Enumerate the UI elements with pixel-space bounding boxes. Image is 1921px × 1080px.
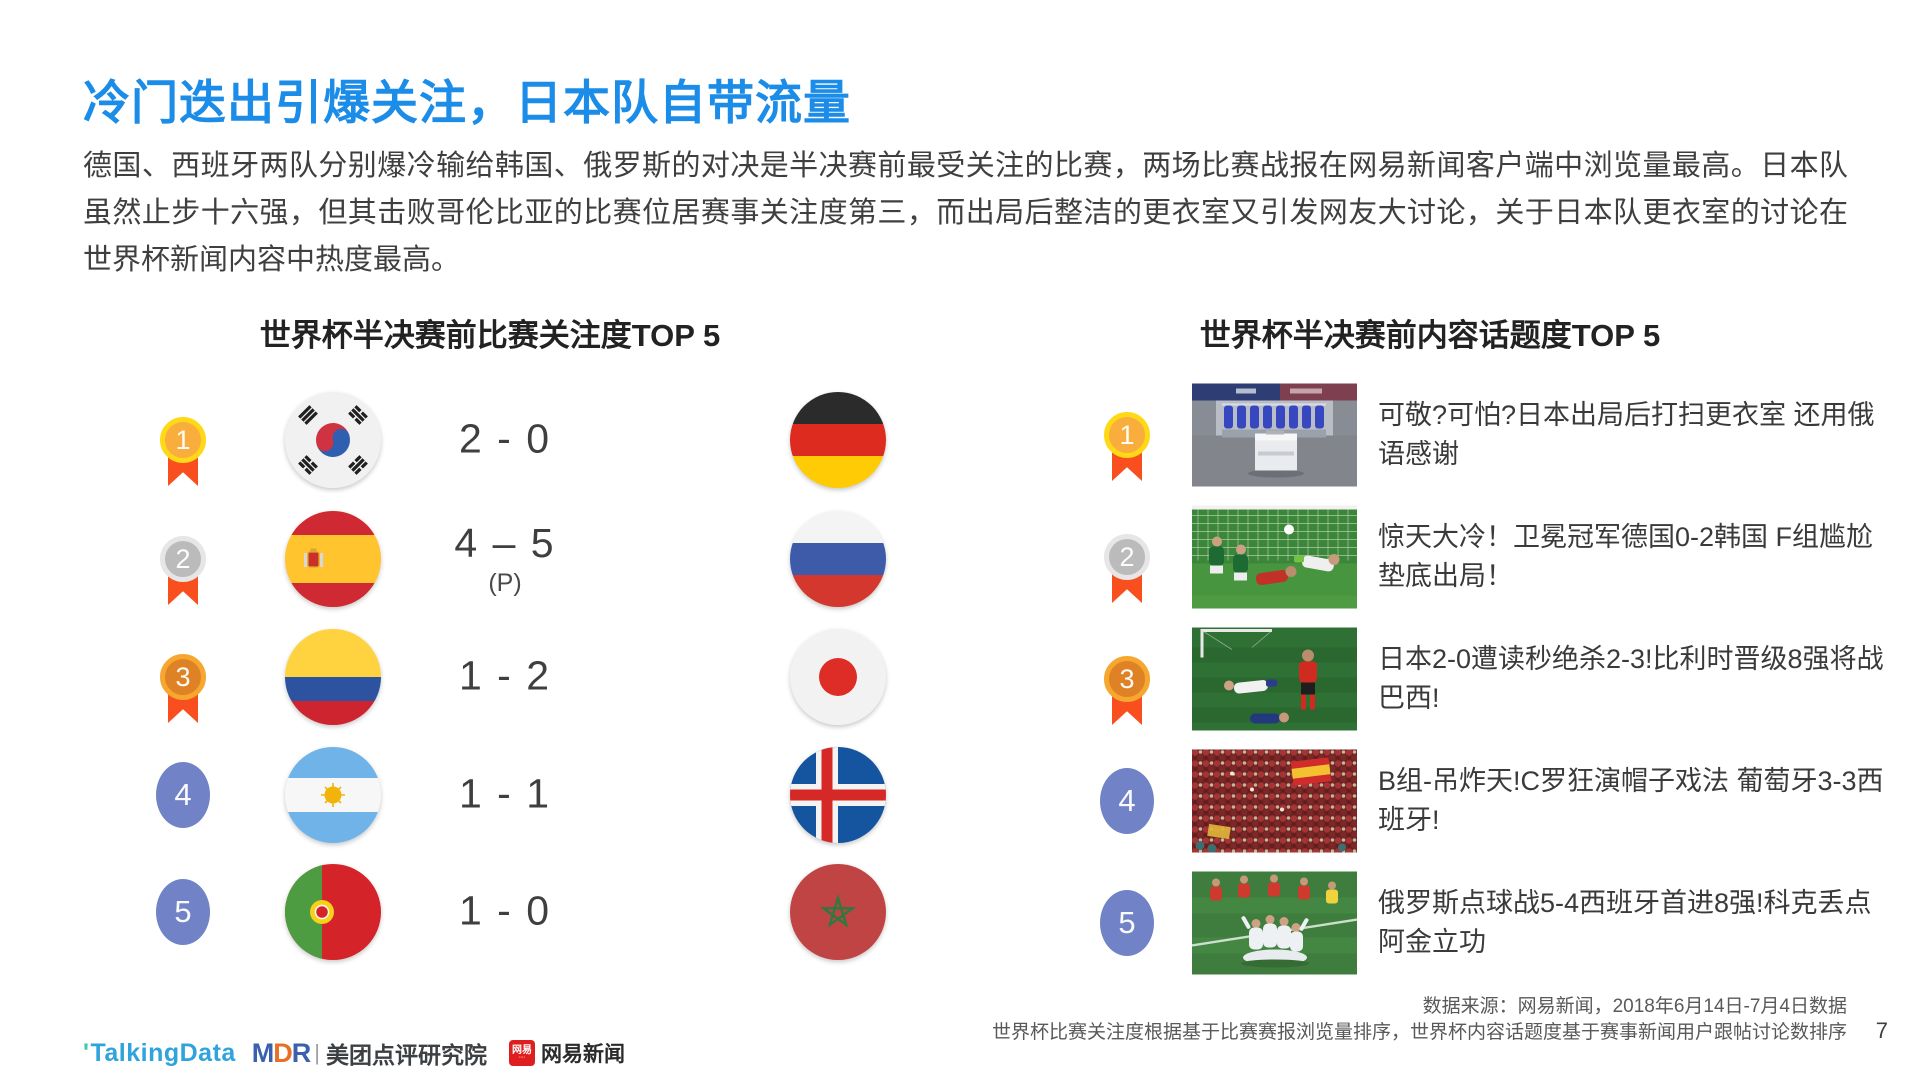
match-score: 4 – 5 (P)	[415, 520, 595, 598]
locker-room-thumbnail	[1192, 383, 1357, 487]
rank-number: 5	[1100, 890, 1154, 956]
rank-number: 5	[156, 879, 210, 945]
rank-number: 1	[1104, 412, 1150, 458]
rank-medal-icon: 5	[1100, 890, 1154, 956]
intro-paragraph: 德国、西班牙两队分别爆冷输给韩国、俄罗斯的对决是半决赛前最受关注的比赛，两场比赛…	[83, 150, 1848, 276]
score-text: 1 - 1	[458, 770, 552, 817]
right-table-title: 世界杯半决赛前内容话题度TOP 5	[1199, 318, 1661, 353]
netease-app-icon: 网易 ····	[509, 1040, 536, 1066]
score-note: (P)	[488, 569, 522, 597]
page-number: 7	[1875, 1018, 1888, 1043]
match-score: 1 - 2	[415, 653, 595, 702]
japan-belgium-thumbnail	[1192, 627, 1357, 731]
germany-korea-goal-thumbnail	[1192, 505, 1357, 609]
rank-number: 4	[1100, 768, 1154, 834]
rank-medal-icon: 2	[160, 536, 206, 605]
match-score: 2 - 0	[415, 416, 595, 465]
rank-number: 3	[160, 654, 206, 700]
argentina-flag-icon	[285, 747, 381, 843]
rank-medal-icon: 1	[160, 417, 206, 486]
news-headline: 可敬?可怕?日本出局后打扫更衣室 还用俄语感谢	[1378, 400, 1875, 469]
japan-flag-icon	[790, 629, 886, 725]
talkingdata-logo: 'TalkingData	[83, 1038, 236, 1067]
spain-fans-thumbnail	[1192, 749, 1357, 853]
rank-number: 4	[156, 762, 210, 828]
talkingdata-tick-icon: '	[83, 1038, 90, 1067]
score-text: 1 - 2	[458, 652, 552, 699]
match-row: 1 2 - 0	[0, 388, 1921, 492]
meituan-research-logo: 美团点评研究院	[326, 1042, 488, 1068]
russia-celebration-thumbnail	[1192, 871, 1357, 975]
netease-news-logo: 网易 ···· 网易新闻	[509, 1038, 625, 1068]
rank-medal-icon: 2	[1104, 534, 1150, 603]
mdr-logo-icon: MDR	[251, 1037, 311, 1068]
portugal-flag-icon	[285, 864, 381, 960]
rank-number: 1	[160, 417, 206, 463]
news-headline: B组-吊炸天!C罗狂演帽子戏法 葡萄牙3-3西班牙!	[1378, 766, 1884, 835]
morocco-flag-icon	[790, 864, 886, 960]
left-table-title: 世界杯半决赛前比赛关注度TOP 5	[259, 318, 721, 353]
score-text: 2 - 0	[458, 415, 552, 462]
rank-number: 3	[1104, 656, 1150, 702]
match-row: 5 1 - 0	[0, 860, 1921, 964]
rank-medal-icon: 1	[1104, 412, 1150, 481]
footer-logos: 'TalkingData MDR | 美团点评研究院 网易 ···· 网易新闻	[83, 1037, 625, 1069]
south-korea-flag-icon	[285, 392, 381, 488]
match-row: 3 1 - 2	[0, 625, 1921, 729]
method-line: 世界杯比赛关注度根据基于比赛赛报浏览量排序，世界杯内容话题度基于赛事新闻用户跟帖…	[991, 1022, 1847, 1043]
logo-divider: |	[314, 1040, 321, 1065]
iceland-flag-icon	[790, 747, 886, 843]
rank-number: 2	[160, 536, 206, 582]
topic-row: 5 俄罗斯点球战5-4西班牙首进8强!科克丢点阿金立功	[0, 871, 1921, 975]
rank-medal-icon: 4	[156, 762, 210, 828]
rank-medal-icon: 3	[160, 654, 206, 723]
match-row: 4 1 - 1	[0, 743, 1921, 847]
topic-row: 4 B组-吊炸天!C罗狂演帽子戏法 葡萄牙3-3西班牙!	[0, 749, 1921, 853]
match-row: 2 4 – 5 (P)	[0, 507, 1921, 611]
rank-medal-icon: 4	[1100, 768, 1154, 834]
score-text: 1 - 0	[458, 887, 552, 934]
news-headline: 日本2-0遭读秒绝杀2-3!比利时晋级8强将战巴西!	[1378, 644, 1884, 713]
rank-medal-icon: 3	[1104, 656, 1150, 725]
rank-medal-icon: 5	[156, 879, 210, 945]
topic-row: 3 日本2-0遭读秒绝杀2-3!比利时晋级8强将战巴西!	[0, 627, 1921, 731]
match-score: 1 - 1	[415, 771, 595, 820]
page-title: 冷门迭出引爆关注，日本队自带流量	[83, 76, 851, 129]
topic-row: 2 惊天大冷！卫冕冠军德国0-2韩国 F组尴尬垫底出局！	[0, 505, 1921, 609]
topic-row: 1 可敬?可怕?日本出局后打扫更衣室 还用俄语感谢	[0, 383, 1921, 487]
data-source-note: 数据来源：网易新闻，2018年6月14日-7月4日数据 世界杯比赛关注度根据基于…	[992, 994, 1847, 1046]
news-headline: 俄罗斯点球战5-4西班牙首进8强!科克丢点阿金立功	[1378, 888, 1872, 957]
match-score: 1 - 0	[415, 888, 595, 937]
rank-number: 2	[1104, 534, 1150, 580]
score-text: 4 – 5	[454, 520, 556, 566]
news-headline: 惊天大冷！卫冕冠军德国0-2韩国 F组尴尬垫底出局！	[1378, 522, 1874, 591]
source-line: 数据来源：网易新闻，2018年6月14日-7月4日数据	[1422, 996, 1847, 1017]
